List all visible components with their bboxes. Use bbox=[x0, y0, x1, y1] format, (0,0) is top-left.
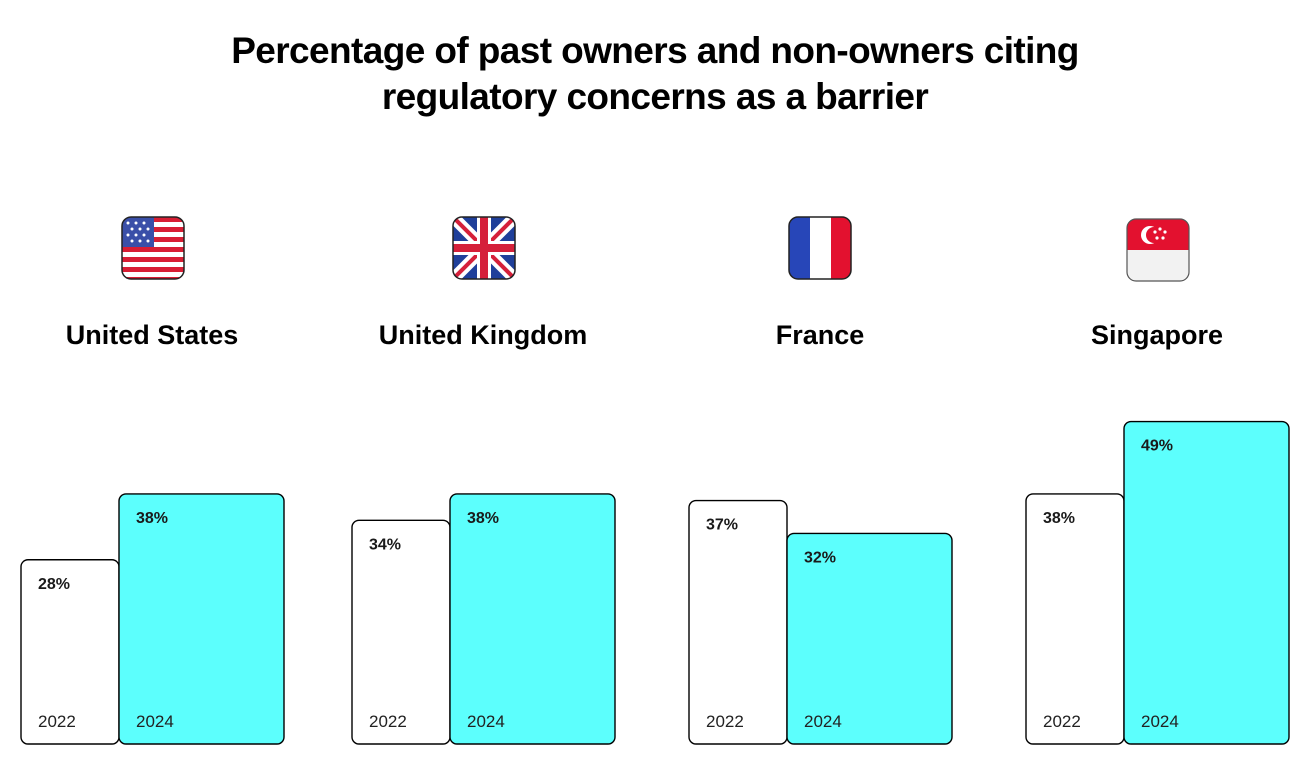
value-label-united-states-2022: 28% bbox=[38, 576, 70, 593]
year-label-united-states-2024: 2024 bbox=[136, 712, 174, 731]
value-label-singapore-2022: 38% bbox=[1043, 510, 1075, 527]
uk-flag-icon bbox=[452, 216, 516, 280]
country-label-singapore: Singapore bbox=[1091, 320, 1223, 350]
chart-bar-groups: United States 28% 2022 38% 2024 United Kingdo… bbox=[20, 320, 1290, 745]
bar-singapore-2022 bbox=[1025, 493, 1125, 745]
france-flag-icon bbox=[788, 216, 852, 280]
value-label-france-2024: 32% bbox=[804, 549, 836, 566]
bar-united-kingdom-2024 bbox=[449, 493, 616, 745]
bar-france-2024 bbox=[786, 532, 953, 745]
chart-title-line-1: Percentage of past owners and non-owners… bbox=[231, 30, 1079, 71]
country-label-france: France bbox=[776, 320, 865, 350]
value-label-united-kingdom-2022: 34% bbox=[369, 536, 401, 553]
chart-title: Percentage of past owners and non-owners… bbox=[0, 28, 1310, 120]
year-label-france-2024: 2024 bbox=[804, 712, 842, 731]
chart-title-line-2: regulatory concerns as a barrier bbox=[381, 76, 929, 117]
value-label-france-2022: 37% bbox=[706, 517, 738, 534]
year-label-singapore-2024: 2024 bbox=[1141, 712, 1179, 731]
singapore-flag-icon bbox=[1126, 218, 1190, 282]
country-label-united-states: United States bbox=[66, 320, 239, 350]
year-label-singapore-2022: 2022 bbox=[1043, 712, 1081, 731]
value-label-united-states-2024: 38% bbox=[136, 510, 168, 527]
value-label-united-kingdom-2024: 38% bbox=[467, 510, 499, 527]
year-label-united-kingdom-2024: 2024 bbox=[467, 712, 505, 731]
country-label-united-kingdom: United Kingdom bbox=[379, 320, 587, 350]
value-label-singapore-2024: 49% bbox=[1141, 438, 1173, 455]
bar-singapore-2024 bbox=[1123, 420, 1290, 745]
us-flag-icon bbox=[121, 216, 185, 280]
year-label-france-2022: 2022 bbox=[706, 712, 744, 731]
year-label-united-kingdom-2022: 2022 bbox=[369, 712, 407, 731]
bar-united-states-2024 bbox=[118, 493, 285, 745]
year-label-united-states-2022: 2022 bbox=[38, 712, 76, 731]
bar-united-kingdom-2022 bbox=[351, 519, 451, 745]
bar-france-2022 bbox=[688, 499, 788, 745]
